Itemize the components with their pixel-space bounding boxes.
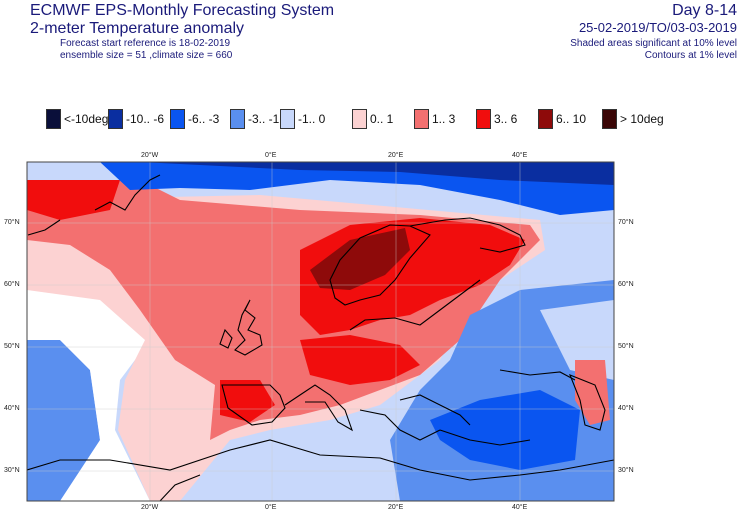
- bottom-lon-label: 0°E: [265, 504, 277, 511]
- legend-item: -3.. -1: [230, 108, 279, 130]
- right-lat-label: 40°N: [618, 405, 634, 412]
- right-lat-label: 70°N: [618, 219, 634, 226]
- legend-item: <-10deg: [46, 108, 108, 130]
- graticule: [27, 162, 614, 501]
- field-1-3-caspian: [575, 360, 610, 425]
- top-lon-label: 20°W: [141, 152, 159, 159]
- top-lon-label: 40°E: [512, 152, 528, 159]
- legend-item: 6.. 10: [538, 108, 586, 130]
- top-lon-label: 20°E: [388, 152, 404, 159]
- right-lat-label: 60°N: [618, 281, 634, 288]
- bottom-lon-label: 20°W: [141, 504, 159, 511]
- left-lat-label: 70°N: [4, 219, 20, 226]
- field-minus6-3-east: [430, 390, 580, 470]
- contour-note-text: Contours at 1% level: [644, 50, 737, 61]
- legend-swatch: [46, 109, 61, 129]
- legend-swatch: [352, 109, 367, 129]
- legend-item: -1.. 0: [280, 108, 325, 130]
- field-3-6-central: [300, 335, 420, 385]
- anomaly-map: 20°W 0°E 20°E 40°E 20°W 0°E 20°E 40°E 70…: [0, 140, 745, 516]
- legend-label: 1.. 3: [432, 112, 456, 126]
- legend-item: -10.. -6: [108, 108, 164, 130]
- ensemble-info-text: ensemble size = 51 ,climate size = 660: [60, 50, 233, 61]
- coastlines: [27, 174, 614, 501]
- left-lat-label: 50°N: [4, 343, 20, 350]
- map-frame: [26, 161, 615, 502]
- legend-swatch: [108, 109, 123, 129]
- shaded-field: [27, 162, 614, 501]
- day-range-text: Day 8-14: [672, 2, 737, 19]
- legend-swatch: [602, 109, 617, 129]
- left-lat-label: 60°N: [4, 281, 20, 288]
- right-lat-label: 50°N: [618, 343, 634, 350]
- legend-swatch: [170, 109, 185, 129]
- legend-swatch: [476, 109, 491, 129]
- legend-label: -6.. -3: [188, 112, 220, 126]
- legend-swatch: [538, 109, 553, 129]
- forecast-start-text: Forecast start reference is 18-02-2019: [60, 38, 231, 49]
- legend-item: 0.. 1: [352, 108, 393, 130]
- date-range-text: 25-02-2019/TO/03-03-2019: [578, 20, 737, 35]
- legend-label: > 10deg: [620, 112, 664, 126]
- legend-label: 6.. 10: [556, 112, 587, 126]
- chart-title: ECMWF EPS-Monthly Forecasting System: [30, 2, 335, 19]
- legend-item: > 10deg: [602, 108, 664, 130]
- legend-label: -10.. -6: [126, 112, 165, 126]
- top-lon-label: 0°E: [265, 152, 277, 159]
- legend-item: 3.. 6: [476, 108, 517, 130]
- map-svg: [26, 161, 615, 502]
- legend-label: 0.. 1: [370, 112, 394, 126]
- left-lat-label: 40°N: [4, 405, 20, 412]
- field-minus3-1-atlantic: [27, 340, 100, 501]
- legend-item: -6.. -3: [170, 108, 219, 130]
- legend-label: 3.. 6: [494, 112, 518, 126]
- field-minus10-6-north: [140, 162, 614, 185]
- field-3-6-greenland: [27, 180, 120, 220]
- legend-label: <-10deg: [64, 112, 109, 126]
- shaded-note-text: Shaded areas significant at 10% level: [570, 38, 737, 49]
- chart-subtitle: 2-meter Temperature anomaly: [30, 20, 245, 37]
- legend-swatch: [280, 109, 295, 129]
- color-legend: <-10deg -10.. -6 -6.. -3 -3.. -1 -1.. 0 0.. 1…: [46, 108, 706, 130]
- right-lat-label: 30°N: [618, 467, 634, 474]
- legend-item: 1.. 3: [414, 108, 455, 130]
- legend-swatch: [414, 109, 429, 129]
- legend-label: -3.. -1: [248, 112, 280, 126]
- bottom-lon-label: 40°E: [512, 504, 528, 511]
- bottom-lon-label: 20°E: [388, 504, 404, 511]
- legend-label: -1.. 0: [298, 112, 326, 126]
- field-6-10: [310, 228, 410, 290]
- legend-swatch: [230, 109, 245, 129]
- left-lat-label: 30°N: [4, 467, 20, 474]
